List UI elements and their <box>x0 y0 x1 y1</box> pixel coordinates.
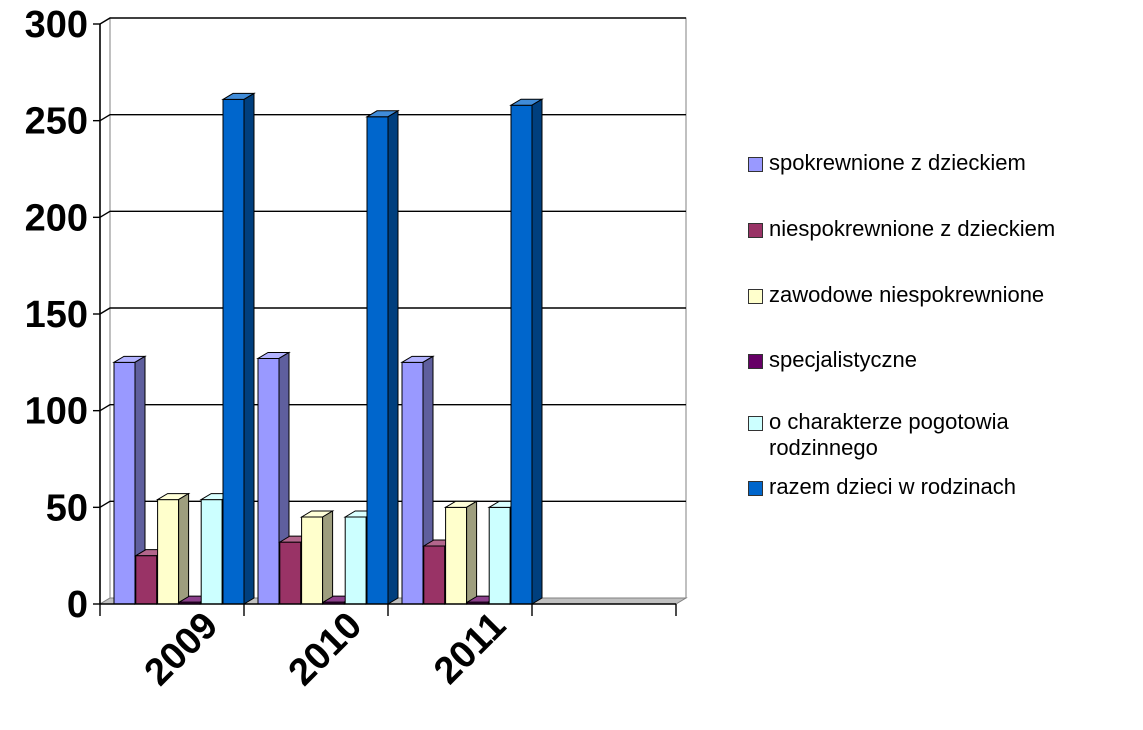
legend-swatch <box>748 481 763 496</box>
bar-front <box>510 104 533 605</box>
bar-front <box>113 361 136 605</box>
bars <box>112 92 544 605</box>
bar-front <box>344 516 367 605</box>
legend-swatch <box>748 157 763 172</box>
legend-label: zawodowe niespokrewnione <box>769 282 1045 307</box>
bar-front <box>200 499 223 605</box>
gridline <box>99 307 686 315</box>
y-tick-label: 50 <box>46 487 88 529</box>
y-axis-ticks: 0 50 100 150 200 250 300 <box>25 4 88 626</box>
bar-front <box>222 98 245 605</box>
bar-front <box>135 555 158 605</box>
bar-side <box>466 500 478 605</box>
bar <box>443 500 479 605</box>
y-tick-label: 150 <box>25 294 88 336</box>
bar-front <box>157 499 180 605</box>
y-tick-label: 300 <box>25 4 88 46</box>
bar-side <box>243 92 255 605</box>
bar-front <box>301 516 324 605</box>
legend-label: niespokrewnione z dzieckiem <box>769 216 1056 241</box>
legend-swatch <box>748 416 763 431</box>
bar-front <box>488 506 511 605</box>
gridline <box>99 210 686 218</box>
bar-side <box>178 492 190 605</box>
legend-item: spokrewnione z dzieckiem <box>748 150 1139 176</box>
axes <box>93 23 677 616</box>
legend-label: specjalistyczne <box>769 347 917 372</box>
legend-label: spokrewnione z dzieckiem <box>769 150 1026 175</box>
bar-front <box>423 545 446 605</box>
bar-front <box>257 357 280 605</box>
bar-side <box>531 98 543 605</box>
legend-swatch <box>748 223 763 238</box>
legend-label: o charakterze pogotowia rodzinnego <box>769 409 1009 460</box>
legend-swatch <box>748 289 763 304</box>
legend-swatch <box>748 354 763 369</box>
legend-item: specjalistyczne <box>748 347 1139 373</box>
legend-item: zawodowe niespokrewnione <box>748 282 1139 308</box>
legend-item: niespokrewnione z dzieckiem <box>748 216 1139 242</box>
bar-front <box>445 506 468 605</box>
y-tick-label: 0 <box>67 584 88 626</box>
x-axis-ticks: 2009 2010 2011 <box>137 604 514 693</box>
bar <box>365 109 400 605</box>
x-tick-label: 2009 <box>137 604 226 693</box>
y-tick-label: 200 <box>25 197 88 239</box>
x-tick-label: 2011 <box>426 604 514 692</box>
bar-side <box>322 510 334 605</box>
bar-chart: 0 50 100 150 200 250 300 2009 2010 2011 <box>25 4 688 694</box>
bar-front <box>366 116 389 605</box>
x-tick-label: 2010 <box>281 604 370 693</box>
bar <box>299 510 335 605</box>
legend-label: razem dzieci w rodzinach <box>769 474 1016 499</box>
bar-side <box>387 109 399 605</box>
gridline <box>99 500 686 508</box>
y-tick-label: 100 <box>25 391 88 433</box>
gridline <box>99 403 686 412</box>
y-tick-label: 250 <box>25 101 88 143</box>
gridline <box>99 113 686 122</box>
bar <box>155 492 191 605</box>
bar <box>221 92 256 605</box>
bar <box>509 98 544 605</box>
gridline <box>99 17 686 25</box>
bar <box>112 355 147 605</box>
gridlines <box>99 17 686 508</box>
legend-item: o charakterze pogotowia rodzinnego <box>748 409 1099 461</box>
bar-front <box>401 361 424 605</box>
bar-front <box>279 541 302 605</box>
legend-item: razem dzieci w rodzinach <box>748 474 1139 500</box>
